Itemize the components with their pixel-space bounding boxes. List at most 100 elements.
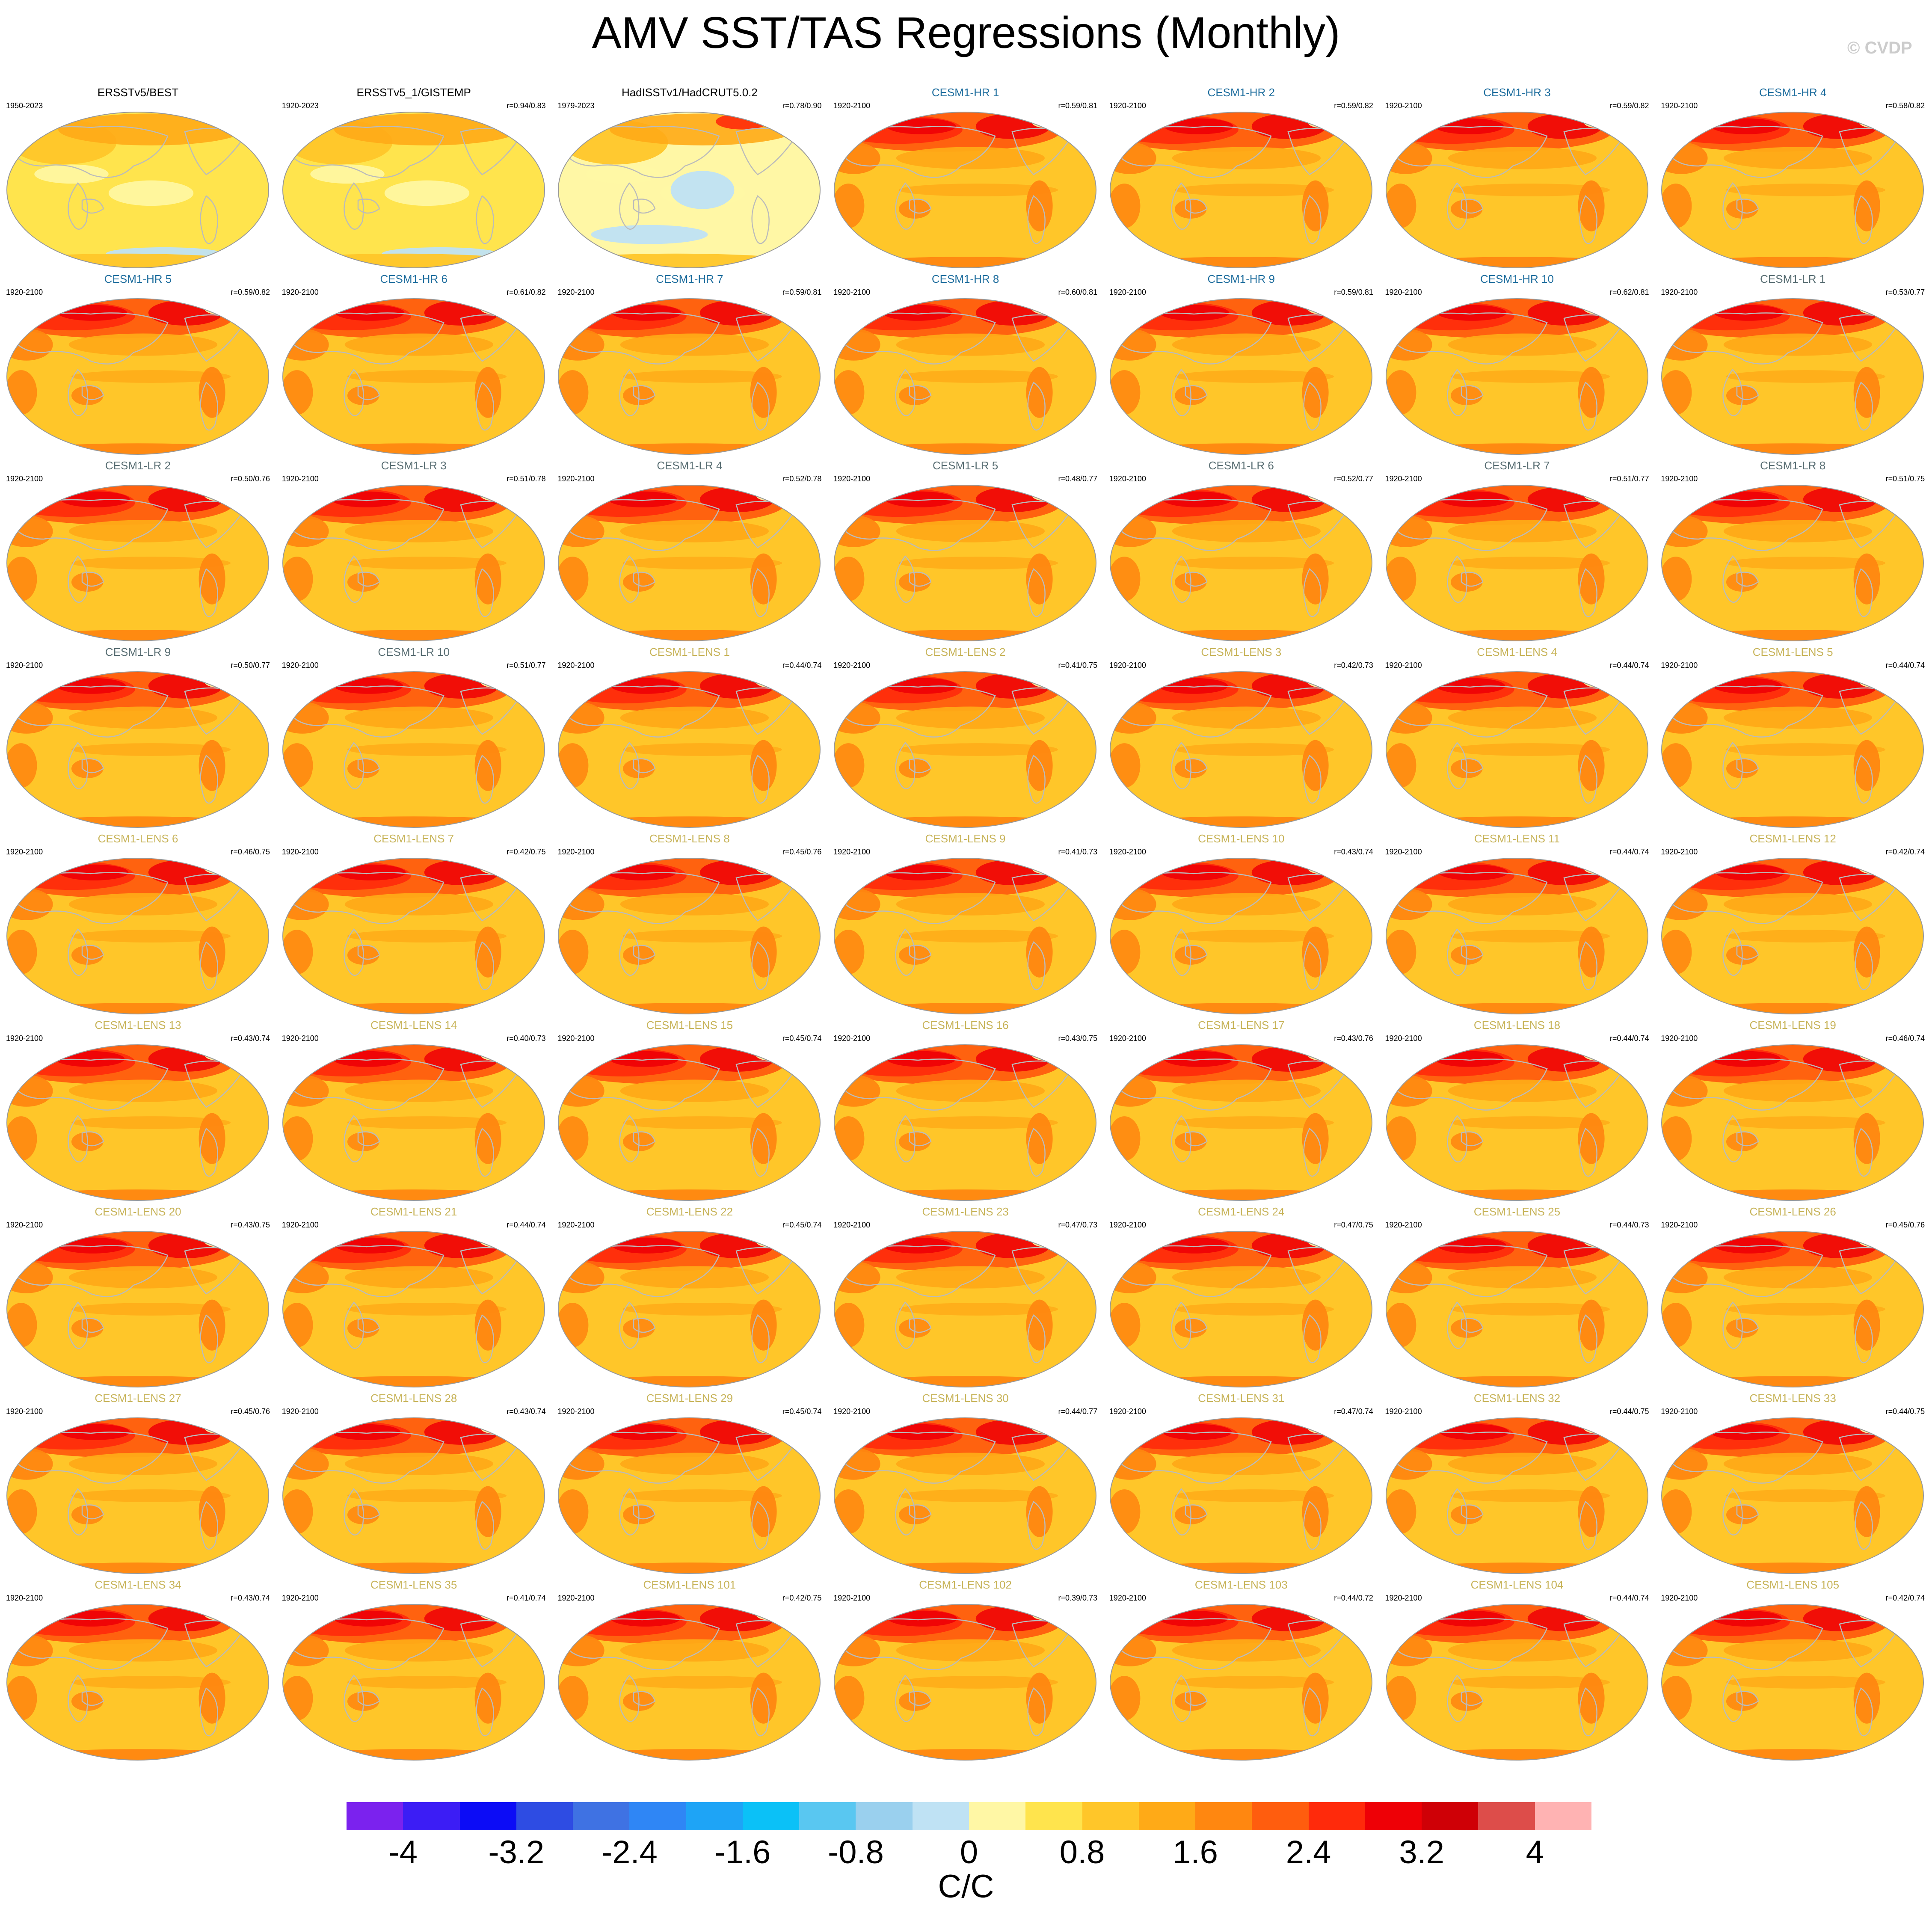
coastline [68, 369, 88, 416]
map-panel: CESM1-LENS 12 1920-2100 r=0.42/0.74 [1655, 832, 1931, 1017]
panel-title: HadISSTv1/HadCRUT5.0.2 [621, 86, 758, 99]
coastline [1461, 1504, 1483, 1520]
field-north-pacific [68, 520, 217, 542]
coastline [909, 572, 932, 587]
field-north-pacific [344, 520, 493, 542]
panel-years: 1920-2100 [6, 848, 43, 856]
map-field [1661, 1417, 1924, 1574]
coastline [909, 1131, 932, 1147]
map-panel: CESM1-LENS 14 1920-2100 r=0.40/0.73 [276, 1018, 552, 1204]
field-greenland [1859, 115, 1886, 128]
coastline [1446, 369, 1467, 416]
map-field-layer [834, 672, 1096, 827]
coastline [1461, 945, 1483, 960]
field-south-america [474, 1672, 501, 1724]
field-greenland [1031, 488, 1058, 501]
field-asia-core [887, 1051, 956, 1067]
panel-pattern-correlation: r=0.43/0.74 [231, 1034, 270, 1043]
map-field-layer [834, 1418, 1096, 1574]
field-asia-core [61, 1424, 130, 1440]
coastline [751, 1128, 770, 1177]
field-tropical-pacific [1450, 184, 1610, 196]
map-field-layer [1662, 858, 1924, 1014]
coastline [565, 1618, 720, 1670]
field-greenland [1031, 675, 1058, 688]
map-field-layer [7, 485, 269, 641]
coastline [1563, 1060, 1625, 1108]
map-field [6, 1044, 269, 1201]
panel-title: CESM1-LENS 1 [649, 646, 730, 658]
map-panel: CESM1-LR 3 1920-2100 r=0.51/0.78 [276, 459, 552, 644]
map-border [1661, 1604, 1924, 1761]
coastline [1027, 1687, 1046, 1737]
field-greenland [1583, 861, 1610, 874]
coastline [1839, 127, 1901, 175]
field-tropical-pacific [1174, 370, 1334, 383]
map-border [558, 1604, 821, 1761]
map-panel: CESM1-LR 9 1920-2100 r=0.50/0.77 [0, 645, 276, 831]
coastline [1855, 568, 1873, 617]
page-title: AMV SST/TAS Regressions (Monthly) [592, 8, 1340, 58]
coastline [344, 928, 364, 976]
map-field-layer [1110, 1418, 1372, 1574]
field-north-pacific [1172, 1079, 1321, 1102]
panel-years: 1920-2100 [833, 1407, 871, 1416]
coastline [476, 941, 494, 990]
map-field-layer [558, 1418, 821, 1574]
panel-years: 1920-2100 [833, 1034, 871, 1043]
coastline [357, 572, 380, 587]
coastline [840, 872, 996, 924]
field-tropical-pacific [1726, 743, 1886, 756]
continent-outlines [1392, 312, 1625, 431]
panel-pattern-correlation: r=0.44/0.74 [1609, 1594, 1649, 1602]
panel-years: 1920-2100 [557, 1594, 595, 1602]
panel-years: 1920-2100 [1385, 288, 1422, 296]
coastline [735, 1620, 797, 1668]
coastline [200, 1128, 218, 1177]
coastline [840, 312, 996, 365]
field-greenland [1583, 1421, 1610, 1434]
coastline [460, 1620, 522, 1668]
coastline [1287, 314, 1349, 362]
panel-years: 1920-2100 [1109, 288, 1146, 296]
field-north-pacific [58, 113, 244, 145]
map-field [1661, 1604, 1924, 1761]
coastline [1392, 499, 1548, 551]
panel-pattern-correlation: r=0.43/0.74 [231, 1594, 270, 1602]
field-south-america [199, 367, 225, 418]
coastline [460, 314, 522, 362]
coastline [1392, 1245, 1548, 1297]
panel-years: 1920-2100 [1661, 288, 1698, 296]
panel-years: 1920-2100 [1661, 661, 1698, 670]
map-panel: ERSSTv5/BEST 1950-2023 [0, 86, 276, 271]
continent-outlines [1116, 872, 1349, 990]
field-north-pacific [1448, 333, 1597, 356]
field-tropical-pacific [71, 743, 231, 756]
coastline [1303, 755, 1322, 804]
panel-pattern-correlation: r=0.44/0.74 [1609, 848, 1649, 856]
panel-title: CESM1-LENS 30 [922, 1392, 1009, 1405]
field-north-pacific [620, 893, 769, 916]
field-greenland [480, 488, 507, 501]
map-panel: CESM1-LENS 22 1920-2100 r=0.45/0.74 [551, 1205, 827, 1390]
map-border [6, 485, 269, 641]
coastline [840, 1618, 996, 1670]
field-north-pacific [620, 520, 769, 542]
field-south-america [1578, 367, 1605, 418]
continent-outlines [1392, 872, 1625, 990]
coastline [1446, 1301, 1467, 1349]
panel-pattern-correlation: r=0.58/0.82 [1885, 101, 1925, 110]
coastline [1446, 1115, 1467, 1162]
field-tropical-pacific [1726, 930, 1886, 943]
field-tropical-pacific [1726, 557, 1886, 569]
panel-title: CESM1-LENS 104 [1470, 1578, 1564, 1591]
field-tropical-pacific [1726, 184, 1886, 196]
map-border [1385, 671, 1648, 828]
map-border [558, 298, 821, 455]
field-south-america [199, 740, 225, 791]
coastline [1839, 687, 1901, 735]
coastline [184, 687, 246, 735]
panel-years: 1920-2100 [1661, 1594, 1698, 1602]
continent-outlines [840, 312, 1073, 431]
coastline [344, 555, 364, 603]
